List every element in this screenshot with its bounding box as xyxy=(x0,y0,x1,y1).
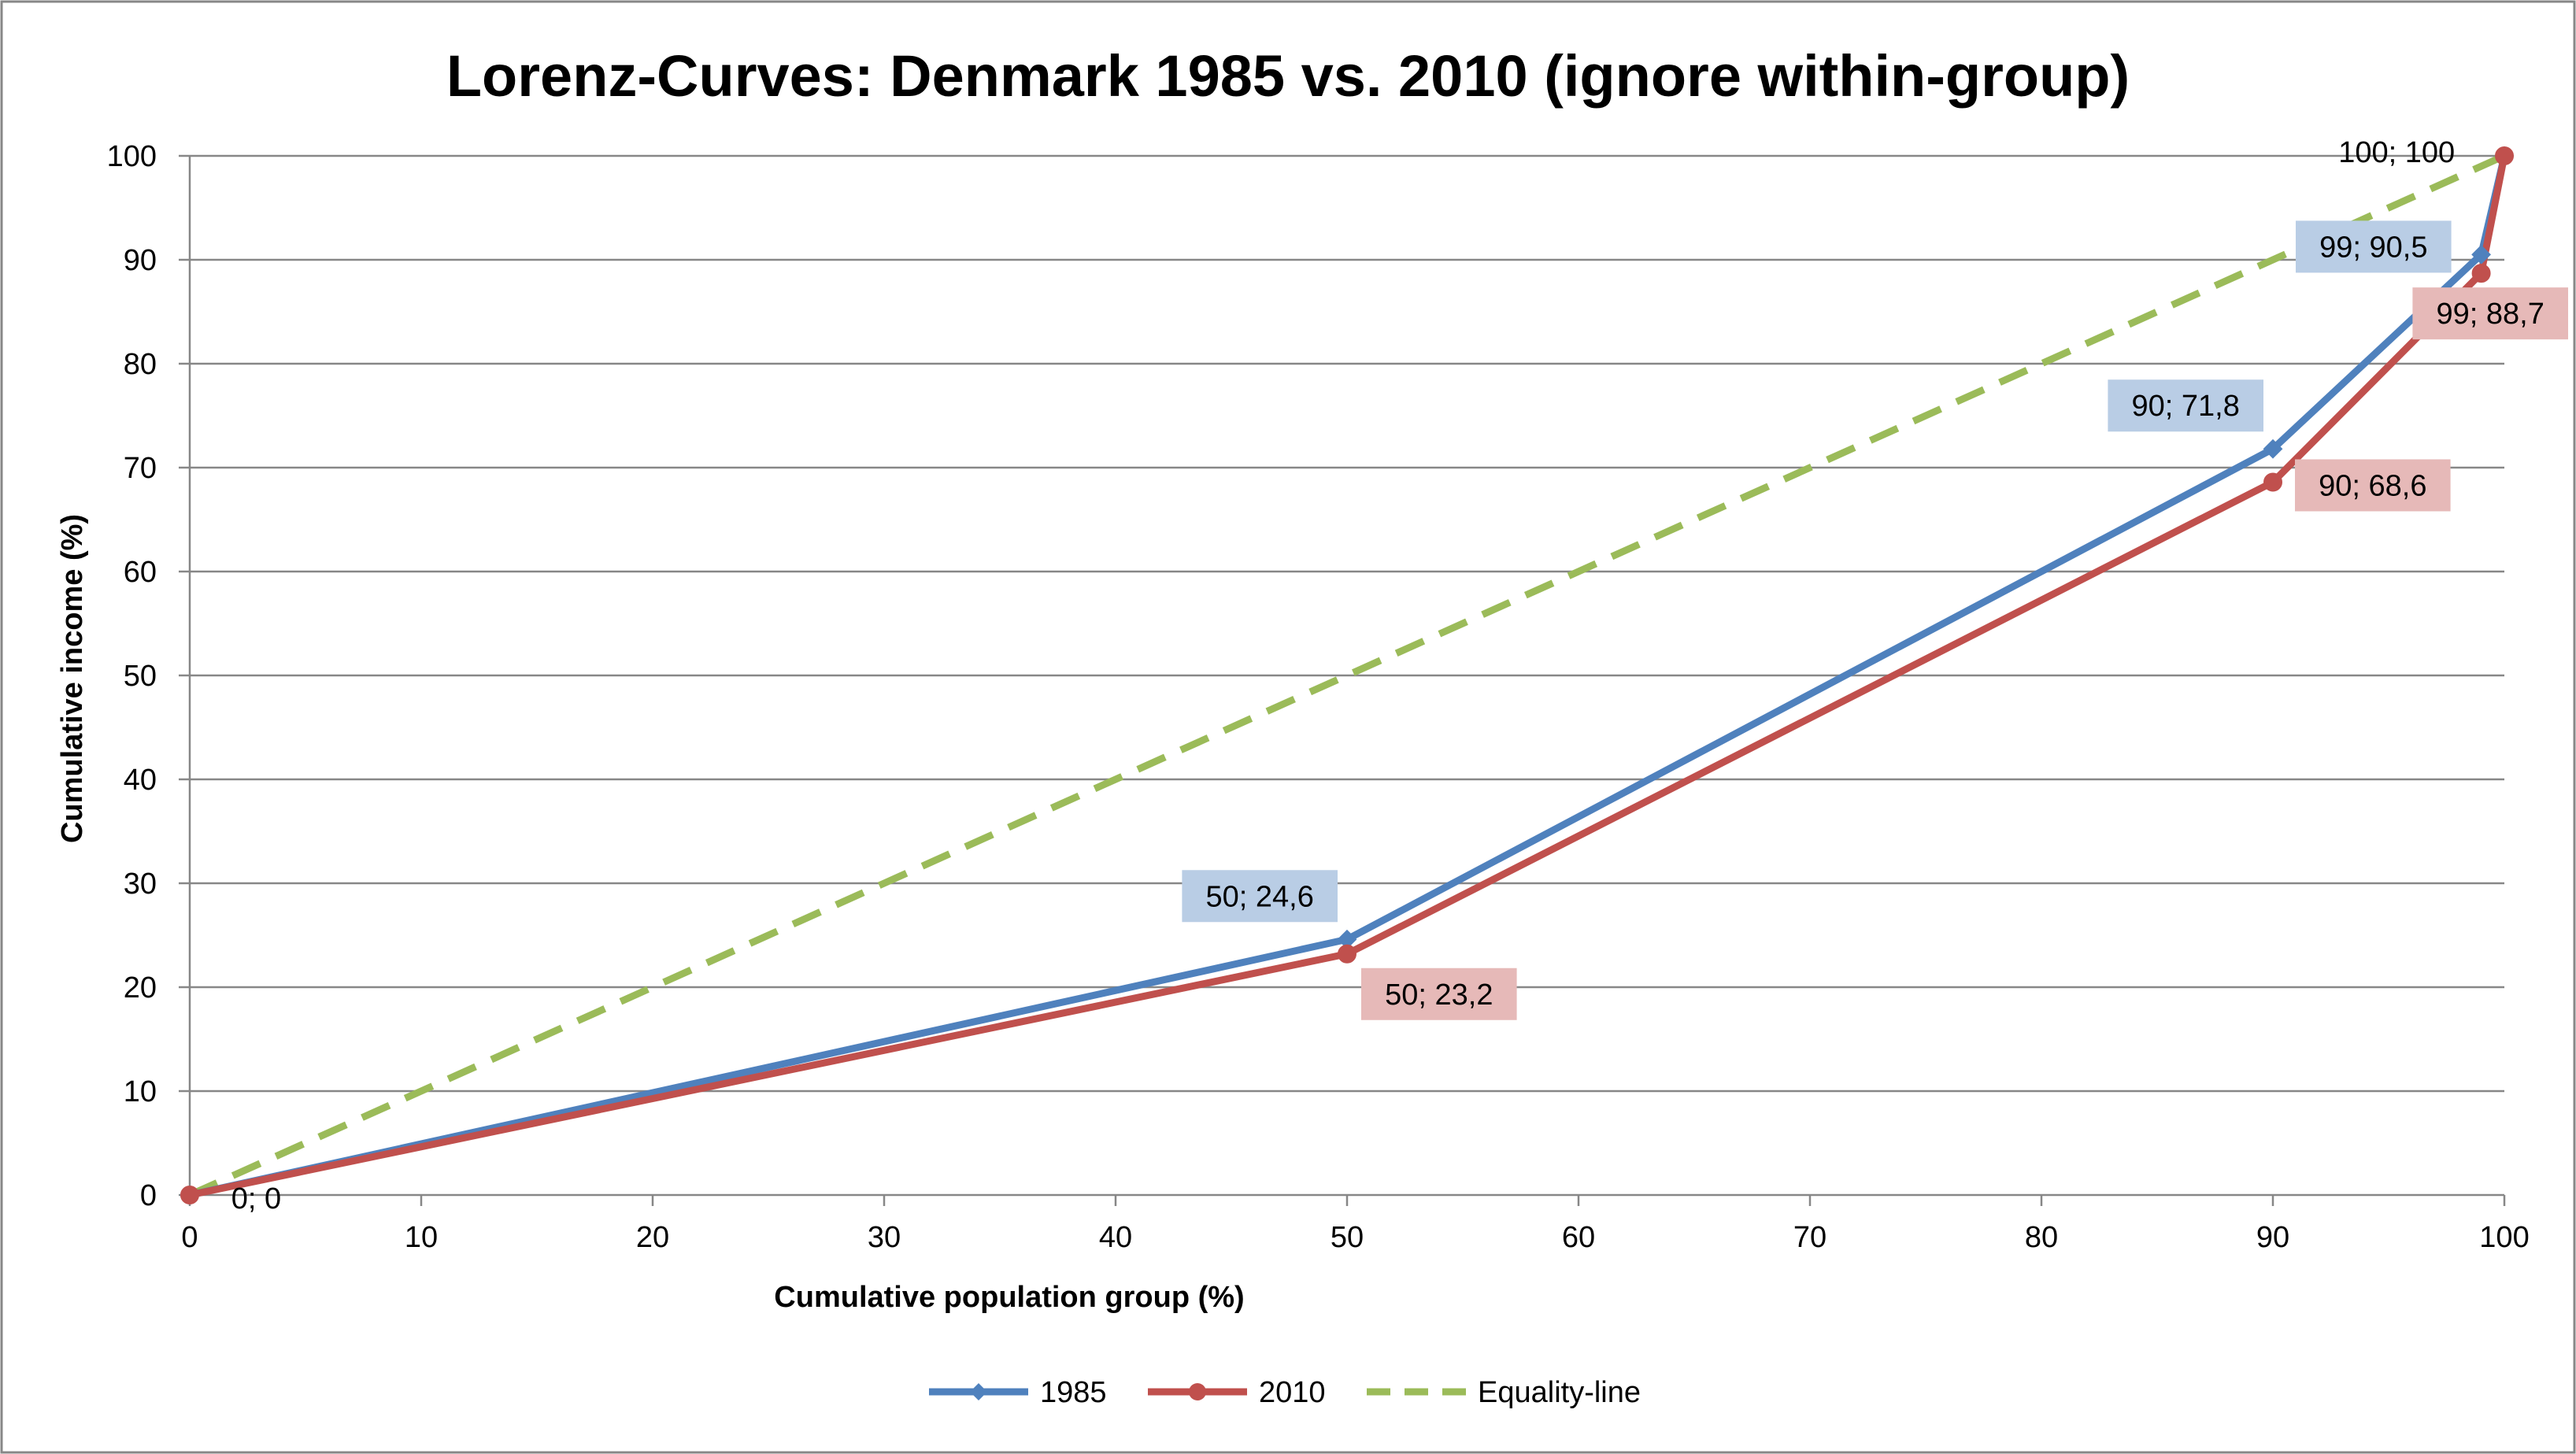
data-label-text: 100; 100 xyxy=(2338,136,2455,169)
y-tick-label: 10 xyxy=(124,1075,157,1108)
gridlines xyxy=(190,154,2504,1093)
legend-label: 1985 xyxy=(1040,1376,1107,1409)
data-label-2010: 0; 0 xyxy=(231,1182,281,1215)
y-tick-label: 40 xyxy=(124,764,157,797)
x-tick-label: 50 xyxy=(1331,1221,1364,1254)
x-tick-label: 80 xyxy=(2025,1221,2058,1254)
data-labels: 50; 24,6 90; 71,8 99; 90,5 0; 0 50; 23,2 90; … xyxy=(231,136,2568,1215)
data-label-background xyxy=(2412,287,2568,340)
x-tick-label: 70 xyxy=(1793,1221,1827,1254)
x-tick-label: 40 xyxy=(1099,1221,1132,1254)
data-label-background xyxy=(1182,870,1338,923)
data-point-2010 xyxy=(180,1186,199,1204)
y-tick-label: 30 xyxy=(124,868,157,901)
data-label-text: 90; 68,6 xyxy=(2319,469,2426,502)
legend-marker xyxy=(970,1383,987,1400)
y-tick-label: 60 xyxy=(124,556,157,589)
data-label-2010: 50; 23,2 xyxy=(1361,967,1517,1020)
data-label-text: 50; 23,2 xyxy=(1385,979,1493,1012)
data-label-background xyxy=(2296,220,2452,273)
legend: 1985 2010 Equality-line xyxy=(929,1376,1641,1409)
data-point-1985 xyxy=(2471,244,2492,265)
x-tick-label: 30 xyxy=(868,1221,901,1254)
data-label-background xyxy=(2108,379,2263,432)
y-tick-label: 70 xyxy=(124,452,157,485)
legend-label: Equality-line xyxy=(1478,1376,1641,1409)
legend-marker xyxy=(1189,1383,1206,1400)
data-label-background xyxy=(2295,459,2451,512)
legend-item-1985: 1985 xyxy=(929,1376,1107,1409)
data-label-1985: 99; 90,5 xyxy=(2296,220,2452,273)
data-label-text: 90; 71,8 xyxy=(2132,390,2240,423)
data-label-2010: 90; 68,6 xyxy=(2295,459,2451,512)
data-label-text: 50; 24,6 xyxy=(1206,880,1314,913)
y-tick-label: 20 xyxy=(124,971,157,1004)
series-markers xyxy=(180,146,2515,1205)
x-tick-label: 60 xyxy=(1562,1221,1595,1254)
y-tick-label: 80 xyxy=(124,348,157,381)
y-tick-label: 100 xyxy=(107,140,157,173)
data-point-1985 xyxy=(2263,438,2283,459)
x-tick-label: 0 xyxy=(181,1221,198,1254)
y-tick-label: 90 xyxy=(124,244,157,277)
axes xyxy=(179,154,2506,1206)
tick-labels: 0 10 20 30 40 50 60 70 80 90 100 0 10 20 30 40 50 60 70 80 9… xyxy=(107,140,2530,1254)
data-label-text: 99; 90,5 xyxy=(2319,231,2427,264)
legend-label: 2010 xyxy=(1259,1376,1326,1409)
y-tick-label: 0 xyxy=(140,1179,157,1212)
data-label-2010: 99; 88,7 xyxy=(2412,287,2568,340)
x-tick-label: 20 xyxy=(636,1221,669,1254)
chart-title: Lorenz-Curves: Denmark 1985 vs. 2010 (ig… xyxy=(446,43,2130,109)
data-label-text: 99; 88,7 xyxy=(2437,298,2545,331)
x-tick-label: 10 xyxy=(405,1221,438,1254)
data-point-2010 xyxy=(1338,944,1356,964)
x-axis-title: Cumulative population group (%) xyxy=(774,1281,1244,1314)
data-label-background xyxy=(1361,967,1517,1020)
legend-item-2010: 2010 xyxy=(1148,1376,1326,1409)
data-point-2010 xyxy=(2495,146,2514,165)
y-axis-title: Cumulative income (%) xyxy=(56,514,89,843)
x-tick-label: 100 xyxy=(2479,1221,2529,1254)
data-point-2010 xyxy=(2471,264,2491,283)
y-tick-label: 50 xyxy=(124,660,157,693)
data-label-text: 0; 0 xyxy=(231,1182,281,1215)
data-label-2010: 100; 100 xyxy=(2338,136,2455,169)
data-point-2010 xyxy=(2263,472,2282,492)
data-label-1985: 90; 71,8 xyxy=(2108,379,2263,432)
legend-item-equality-line: Equality-line xyxy=(1367,1376,1641,1409)
x-tick-label: 90 xyxy=(2256,1221,2289,1254)
data-label-1985: 50; 24,6 xyxy=(1182,870,1338,923)
